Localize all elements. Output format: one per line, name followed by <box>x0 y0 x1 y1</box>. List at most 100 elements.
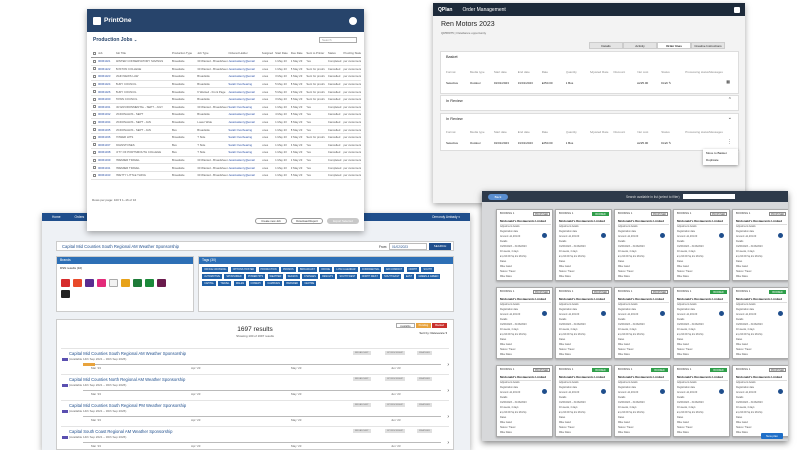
brand-logo-icon[interactable] <box>61 279 70 287</box>
table-row[interactable]: 00061035 MCDONALDS - SEPT - JAN Bus Broadsi… <box>91 126 361 134</box>
tag-chip[interactable]: CONFIDENTIAL <box>359 267 382 273</box>
from-date-input[interactable]: 01/02/2023 <box>389 243 427 250</box>
booking-card[interactable]: BOOKING 1 PROPOSED Mcdonald's Restaurants … <box>614 287 671 359</box>
booking-card[interactable]: BOOKING 1 BOOKED Mcdonald's Restaurants Li… <box>673 287 730 359</box>
table-row[interactable]: 00061041 PREMIER TRAVEL Broadside 30 Wanted… <box>91 164 361 172</box>
table-cell[interactable]: 00061024 <box>97 82 111 87</box>
table-cell[interactable]: 00061034 <box>97 120 111 125</box>
table-row[interactable]: 00061032 MCDONALDS - SEPT Broadside Broadsi… <box>91 111 361 119</box>
brand-logo-icon[interactable] <box>133 279 142 287</box>
tag-chip[interactable]: BRANDED <box>284 281 301 287</box>
table-cell[interactable]: 00061041 <box>97 165 111 170</box>
row-checkbox[interactable] <box>93 74 96 78</box>
nav-orders[interactable]: Orders <box>74 215 85 219</box>
menu-duplicate[interactable]: Duplicate <box>706 158 719 162</box>
table-cell[interactable]: 00061043 <box>97 173 111 178</box>
tag-chip[interactable]: AUTOMOTIVE <box>202 274 222 280</box>
row-checkbox[interactable] <box>93 135 96 139</box>
column-header[interactable]: Job Title <box>115 51 126 55</box>
table-cell[interactable]: JessicaHenry@email <box>228 74 255 79</box>
booking-card[interactable]: BOOKING 1 PROPOSED Mcdonald's Restaurants … <box>732 209 788 281</box>
search-button[interactable]: SEARCH <box>429 243 451 250</box>
menu-move-to-basket[interactable]: Move to Basket <box>706 151 727 155</box>
chevron-down-icon[interactable]: ⌄ <box>727 115 732 121</box>
table-cell[interactable]: JessicaHenry@email <box>228 66 255 71</box>
result-title[interactable]: Capital South Coast Regional AM Weather … <box>69 429 173 434</box>
tag-chip[interactable]: SPONSORED <box>224 274 244 280</box>
tag-chip[interactable]: OPTIONS HOSTED <box>230 267 257 273</box>
column-header[interactable]: Proofing Status <box>343 51 361 55</box>
tag-chip[interactable]: PROMOS <box>280 267 296 273</box>
tag-chip[interactable]: CAPITAL <box>202 281 216 287</box>
tag-chip[interactable]: CENTRE <box>302 281 317 287</box>
table-cell[interactable]: Sarah Overhearing <box>228 104 253 109</box>
tag-chip[interactable]: PRODUCTION <box>258 267 279 273</box>
brand-logo-icon[interactable] <box>85 279 94 287</box>
table-cell[interactable]: 00061036 <box>97 135 111 140</box>
download-report-button[interactable]: Download Report <box>291 218 323 224</box>
table-cell[interactable]: JessicaHenry@email <box>228 89 255 94</box>
select-all-checkbox[interactable] <box>93 51 96 55</box>
table-row[interactable]: 00061024 BURY COUNCIL Broadside Broadside Sa… <box>91 81 361 89</box>
nav-home[interactable]: Home <box>52 215 61 219</box>
column-header[interactable]: Assigned <box>261 51 274 55</box>
booking-card[interactable]: BOOKING 1 PROPOSED Mcdonald's Restaurants … <box>673 209 730 281</box>
sort-select[interactable]: Sort by: Relevance ▾ <box>419 331 447 335</box>
tag-chip[interactable]: GREEN & GREEN <box>416 274 441 280</box>
chevron-right-icon[interactable]: › <box>447 388 449 394</box>
column-header[interactable]: Sent to Printer <box>306 51 325 55</box>
table-row[interactable]: 00061026 BURY COUNCIL Broadside 6 Wanted - … <box>91 88 361 96</box>
result-row[interactable]: Capital Mid Counties North Regional AM W… <box>61 374 449 398</box>
table-row[interactable]: 00061039 PREMIER TRAVEL Broadside 30 Wanted… <box>91 157 361 165</box>
tag-chip[interactable]: POWER HITS <box>245 274 266 280</box>
table-cell[interactable]: JessicaHenry@email <box>228 165 255 170</box>
table-row[interactable]: 00061030 TOWN COUNCIL Broadside Broadside Je… <box>91 96 361 104</box>
table-cell[interactable]: JessicaHenry@email <box>228 59 255 64</box>
pagination[interactable]: Rows per page: 100 ▾ 1–16 of 16 <box>92 198 137 202</box>
brand-logo-icon[interactable] <box>109 279 118 287</box>
brand-logo-icon[interactable] <box>145 279 154 287</box>
result-title[interactable]: Capital Mid Counties South Regional PM W… <box>69 403 187 408</box>
column-header[interactable]: Job Type <box>197 51 209 55</box>
more-options-icon[interactable]: ⋮ <box>727 139 732 145</box>
table-row[interactable]: 00061031 CR ENVIRONMENTAL - SEPT - JULY Br… <box>91 104 361 112</box>
result-row[interactable]: Capital South Coast Regional AM Weather … <box>61 426 449 450</box>
review-panel-collapsed[interactable]: In Review ⌃ <box>440 95 739 111</box>
table-row[interactable]: 00061021 WINTER CONSERVATORY SAVINGS Broad… <box>91 58 361 66</box>
brand-logo-icon[interactable] <box>157 279 166 287</box>
booking-card[interactable]: BOOKING 1 PROPOSED Mcdonald's Restaurants … <box>732 365 788 437</box>
row-checkbox[interactable] <box>93 105 96 109</box>
booking-card[interactable]: BOOKING 1 PROPOSED Mcdonald's Restaurants … <box>614 209 671 281</box>
calendar-icon[interactable]: ▦ <box>726 79 730 84</box>
table-cell[interactable]: JessicaHenry@email <box>228 97 255 102</box>
table-cell[interactable]: JessicaHenry@email <box>228 173 255 178</box>
table-cell[interactable]: 00061037 <box>97 142 111 147</box>
row-checkbox[interactable] <box>93 120 96 124</box>
table-cell[interactable]: 00061039 <box>97 158 111 163</box>
tag-chip[interactable]: TRAVEL <box>218 281 232 287</box>
table-cell[interactable]: JessicaHenry@email <box>228 120 255 125</box>
table-cell[interactable]: 00061038 <box>97 150 111 155</box>
row-checkbox[interactable] <box>93 59 96 63</box>
column-header[interactable]: Production Type <box>171 51 193 55</box>
chevron-right-icon[interactable]: › <box>447 362 449 368</box>
tab-creative-instructions[interactable]: Creative Instructions <box>691 42 725 49</box>
table-cell[interactable]: Sarah Overhearing <box>228 142 253 147</box>
row-checkbox[interactable] <box>93 143 96 147</box>
brand-logo-icon[interactable] <box>97 279 106 287</box>
result-title[interactable]: Capital Mid Counties South Regional AM W… <box>69 351 187 356</box>
row-checkbox[interactable] <box>93 173 96 177</box>
tag-chip[interactable]: NORTH <box>406 267 420 273</box>
row-checkbox[interactable] <box>93 112 96 116</box>
result-row[interactable]: Capital Mid Counties South Regional PM W… <box>61 400 449 424</box>
avatar[interactable] <box>348 15 358 26</box>
tag-chip[interactable]: SOUTH EAST <box>382 274 402 280</box>
table-cell[interactable]: Sarah Overhearing <box>228 127 253 132</box>
table-cell[interactable]: Sarah Overhearing <box>228 135 253 140</box>
row-checkbox[interactable] <box>93 128 96 132</box>
row-checkbox[interactable] <box>93 90 96 94</box>
chevron-right-icon[interactable]: › <box>447 440 449 446</box>
tab-order-lines[interactable]: Order lines <box>657 42 691 49</box>
tag-chip[interactable]: OFFICE CROSSING <box>202 267 229 273</box>
table-cell[interactable]: 00061021 <box>97 59 111 64</box>
